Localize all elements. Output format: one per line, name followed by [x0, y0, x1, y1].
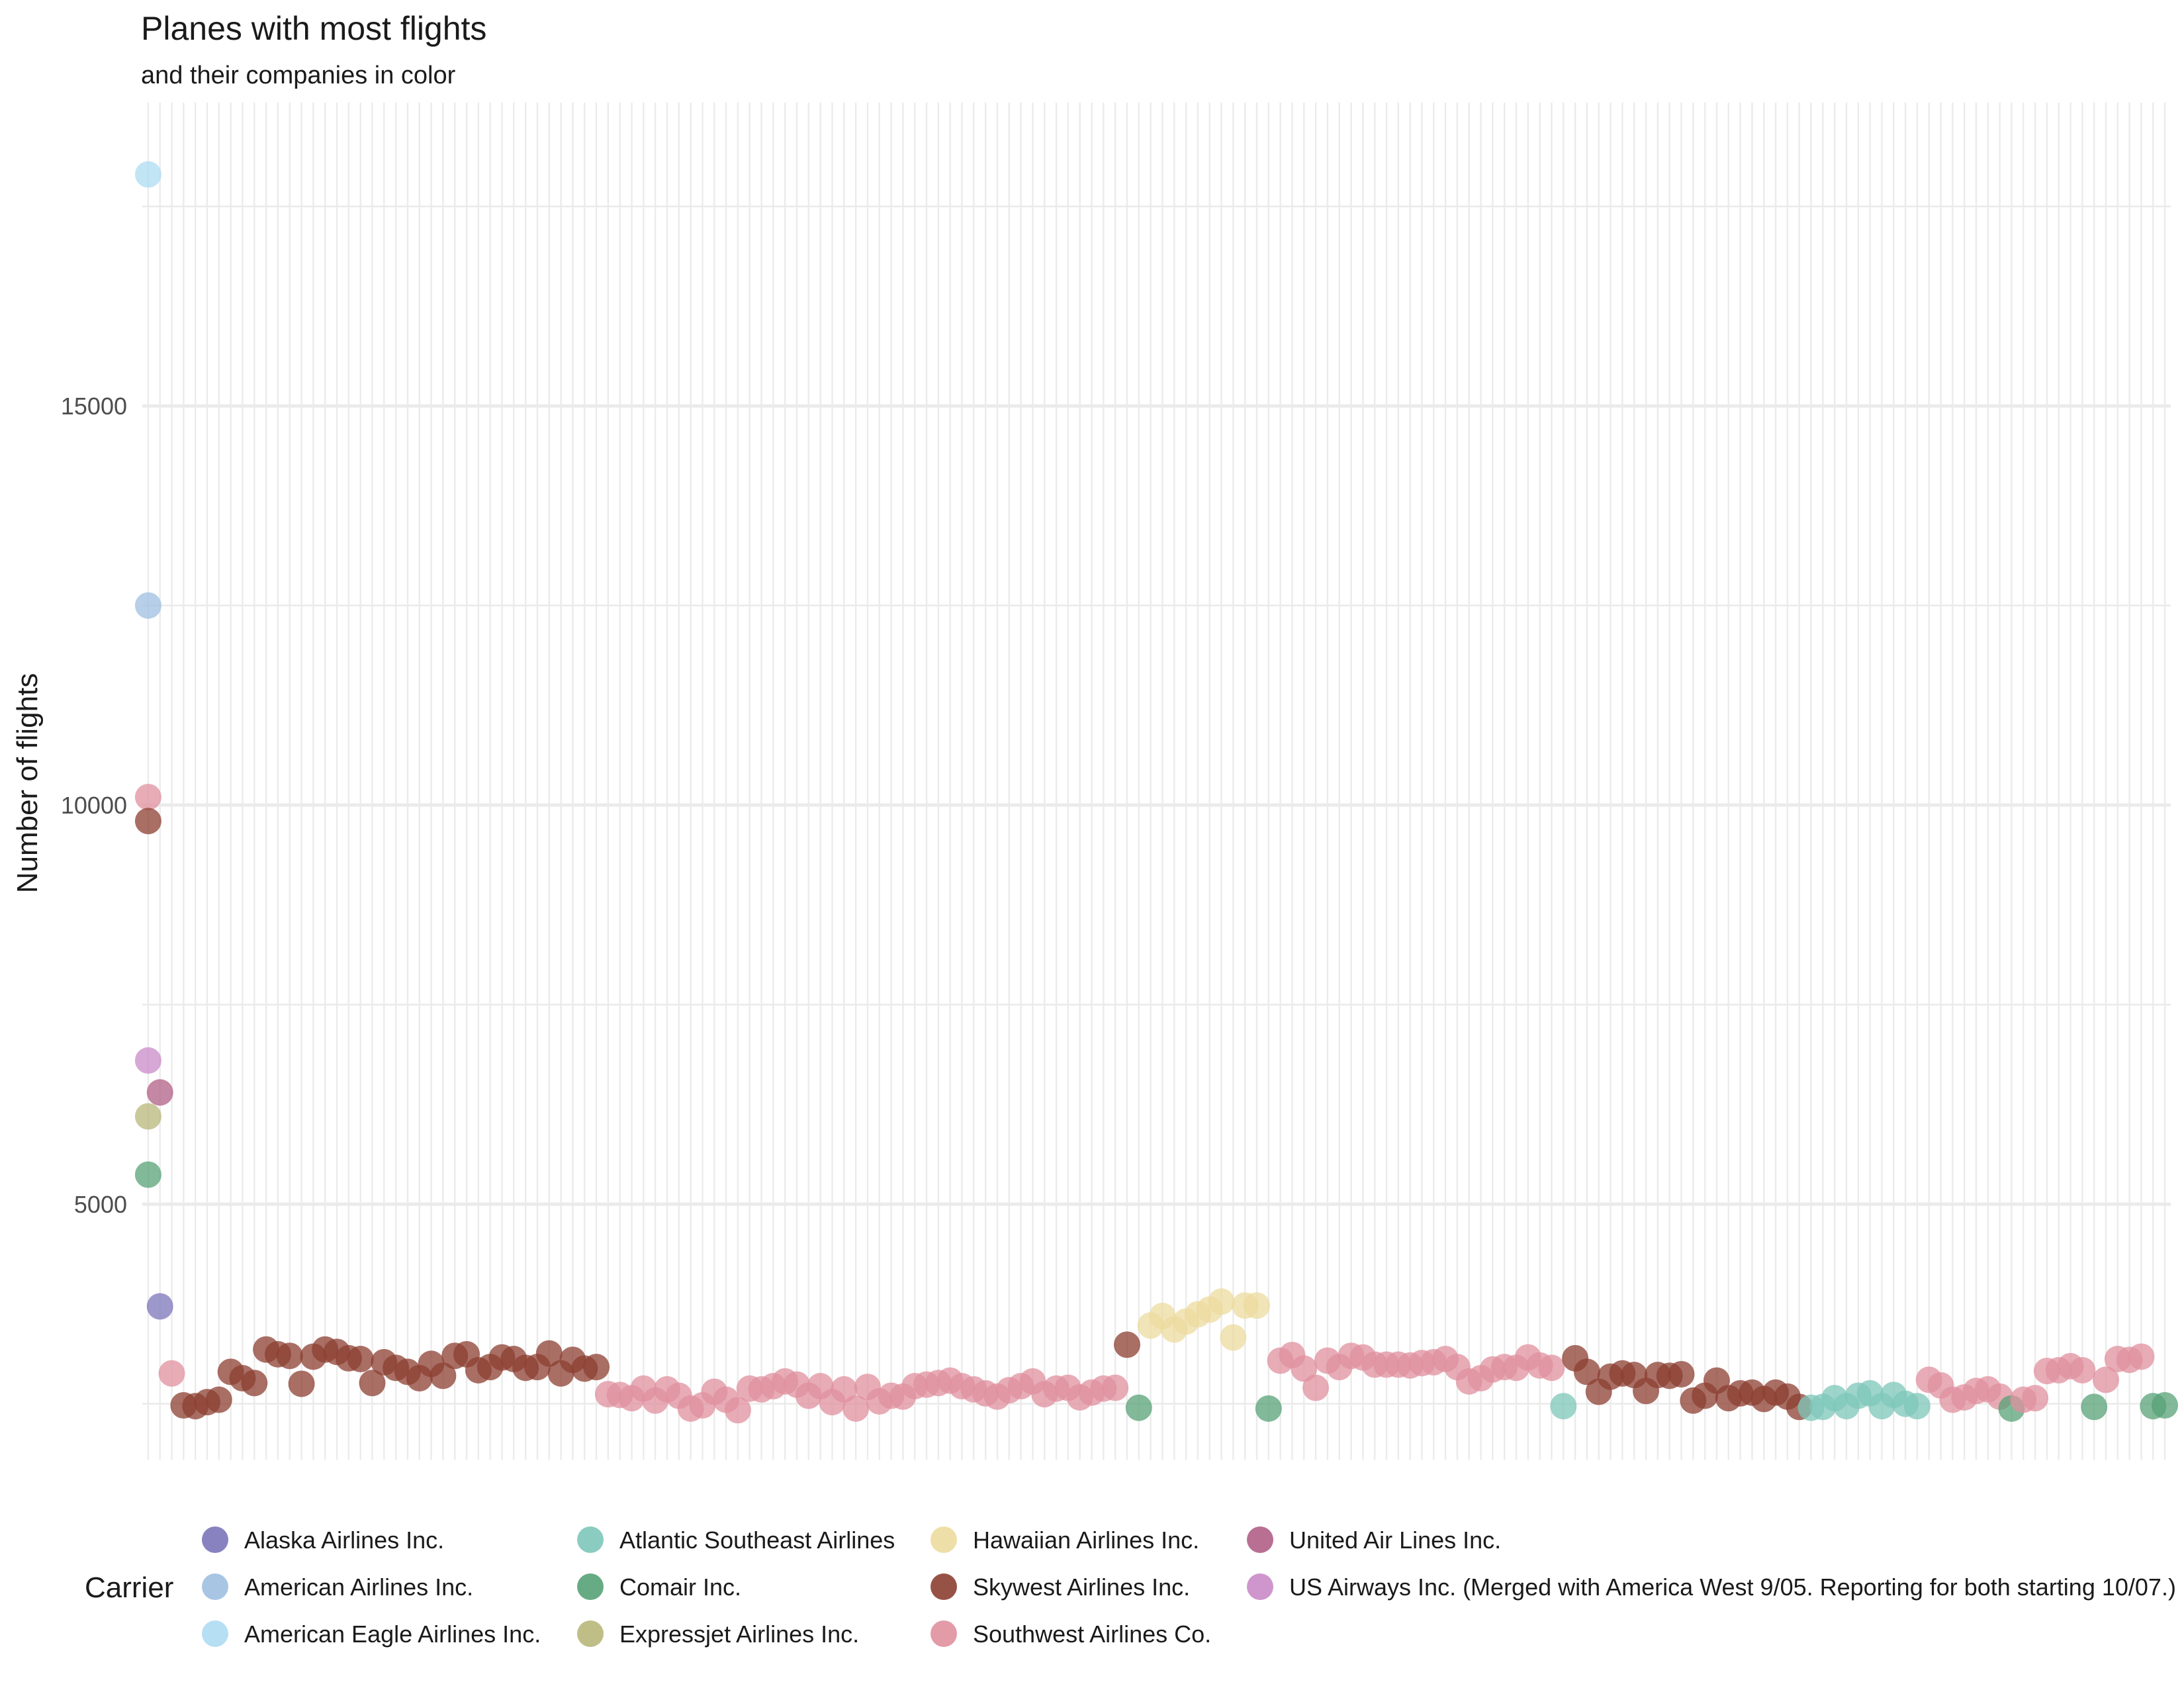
data-point	[134, 1047, 161, 1074]
data-point	[1550, 1393, 1577, 1420]
legend-label: US Airways Inc. (Merged with America Wes…	[1289, 1573, 2176, 1601]
grid	[142, 103, 2171, 1460]
legend: Carrier Alaska Airlines Inc. American Air…	[85, 1526, 2176, 1648]
data-point	[1102, 1374, 1129, 1401]
data-point	[535, 1340, 563, 1367]
legend-key	[1247, 1526, 1273, 1553]
legend-label: Expressjet Airlines Inc.	[619, 1620, 859, 1648]
y-tick-label: 10000	[61, 792, 127, 819]
legend-key	[202, 1620, 228, 1647]
data-point	[2022, 1385, 2049, 1412]
data-point	[583, 1354, 610, 1381]
data-point	[146, 1079, 173, 1106]
legend-key	[1247, 1573, 1273, 1600]
legend-title: Carrier	[85, 1571, 173, 1604]
data-point	[1903, 1393, 1931, 1420]
legend-label: American Airlines Inc.	[244, 1573, 473, 1601]
data-point	[134, 808, 161, 835]
data-point	[1220, 1324, 1247, 1351]
data-point	[430, 1362, 457, 1389]
legend-label: Comair Inc.	[619, 1573, 741, 1601]
legend-key	[931, 1573, 957, 1600]
legend-key	[202, 1573, 228, 1600]
data-point	[724, 1397, 751, 1424]
y-tick-label: 15000	[61, 393, 127, 420]
data-point	[842, 1395, 870, 1422]
y-axis-ticks: 5000 10000 15000	[61, 393, 127, 1218]
legend-key	[577, 1526, 604, 1553]
data-point	[1208, 1288, 1235, 1315]
legend-label: Southwest Airlines Co.	[973, 1620, 1211, 1648]
data-point	[1243, 1292, 1270, 1319]
data-point	[1573, 1358, 1600, 1385]
data-point	[2069, 1356, 2096, 1383]
data-point	[134, 1161, 161, 1188]
data-point	[1291, 1355, 1318, 1382]
data-point	[2081, 1393, 2108, 1421]
legend-key	[202, 1526, 228, 1553]
data-point	[205, 1386, 232, 1413]
legend-label: United Air Lines Inc.	[1289, 1526, 1501, 1554]
data-point	[831, 1376, 858, 1403]
data-point	[134, 592, 161, 619]
data-point	[134, 1103, 161, 1130]
data-point	[146, 1293, 173, 1320]
data-point	[134, 784, 161, 811]
data-points	[134, 161, 2179, 1424]
data-point	[134, 161, 161, 188]
data-point	[359, 1370, 386, 1397]
data-point	[1538, 1354, 1565, 1382]
data-point	[288, 1370, 315, 1397]
chart-title: Planes with most flights	[141, 10, 486, 47]
data-point	[1125, 1394, 1152, 1421]
data-point	[2152, 1392, 2179, 1419]
legend-label: Hawaiian Airlines Inc.	[973, 1526, 1199, 1554]
data-point	[2092, 1366, 2119, 1393]
legend-key	[577, 1573, 604, 1600]
data-point	[158, 1360, 185, 1387]
legend-key	[931, 1620, 957, 1647]
legend-label: Alaska Airlines Inc.	[244, 1526, 444, 1554]
data-point	[347, 1346, 374, 1373]
y-axis-title: Number of flights	[11, 673, 44, 894]
data-point	[1302, 1374, 1330, 1401]
data-point	[1255, 1395, 1282, 1422]
data-point	[241, 1370, 268, 1397]
data-point	[2128, 1343, 2155, 1370]
chart-subtitle: and their companies in color	[141, 62, 456, 89]
data-point	[1668, 1360, 1695, 1387]
y-tick-label: 5000	[74, 1191, 127, 1218]
data-point	[276, 1342, 303, 1370]
legend-label: Atlantic Southeast Airlines	[619, 1526, 895, 1554]
legend-key	[577, 1620, 604, 1647]
data-point	[1113, 1331, 1140, 1358]
legend-label: Skywest Airlines Inc.	[973, 1573, 1190, 1601]
legend-key	[931, 1526, 957, 1553]
legend-label: American Eagle Airlines Inc.	[244, 1620, 541, 1648]
